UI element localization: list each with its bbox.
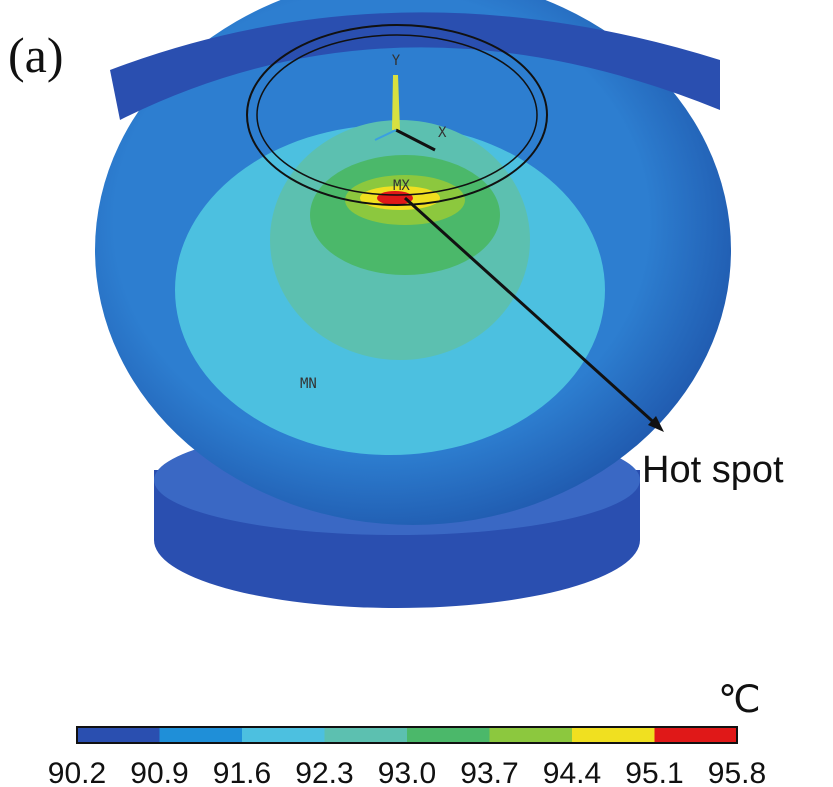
colorbar: 90.2 90.9 91.6 92.3 93.0 93.7 94.4 95.1 95.8 [48, 727, 766, 787]
panel-label: (a) [8, 27, 64, 83]
colorbar-tick-label: 95.8 [708, 757, 766, 787]
colorbar-segment [325, 727, 408, 743]
colorbar-segment [407, 727, 490, 743]
colorbar-tick-label: 93.7 [460, 757, 518, 787]
figure: Y X MX MN Hot spot (a) ℃ 90.2 90.9 91.6 92.… [0, 0, 833, 787]
colorbar-segment [77, 727, 160, 743]
colorbar-segment [242, 727, 325, 743]
colorbar-tick-label: 95.1 [625, 757, 683, 787]
unit: ℃ [718, 679, 761, 721]
max-label: MX [393, 178, 410, 194]
min-label: MN [300, 376, 317, 392]
colorbar-tick-label: 94.4 [543, 757, 601, 787]
y-label: Y [392, 53, 401, 69]
colorbar-tick-label: 91.6 [213, 757, 271, 787]
annotation: Hot spot [642, 449, 784, 491]
colorbar-tick-label: 90.9 [130, 757, 188, 787]
x-label: X [438, 125, 447, 141]
colorbar-tick-label: 92.3 [295, 757, 353, 787]
colorbar-segment [160, 727, 243, 743]
colorbar-segment [490, 727, 573, 743]
colorbar-segment [655, 727, 738, 743]
colorbar-tick-label: 90.2 [48, 757, 106, 787]
colorbar-tick-label: 93.0 [378, 757, 436, 787]
colorbar-segment [572, 727, 655, 743]
